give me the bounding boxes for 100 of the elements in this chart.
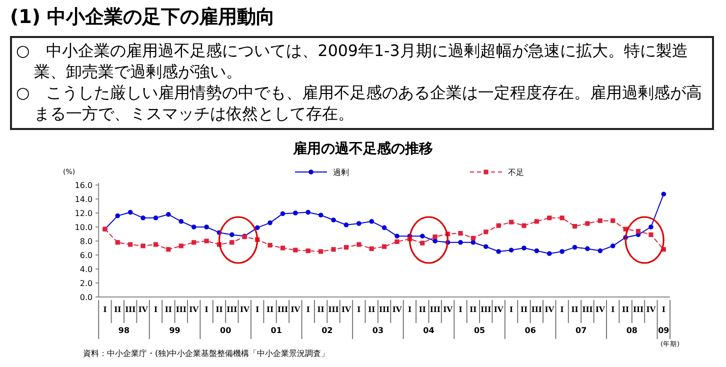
point — [636, 228, 641, 234]
y-tick-label: 14.0 — [74, 195, 93, 204]
point — [547, 216, 552, 220]
point — [661, 192, 666, 196]
point — [153, 242, 158, 247]
point — [648, 224, 654, 230]
point — [382, 244, 387, 249]
point — [178, 244, 184, 248]
y-tick-label: 8.0 — [80, 237, 93, 246]
point — [356, 221, 362, 226]
text: 00 — [220, 326, 232, 335]
y-tick-label: 10.0 — [74, 223, 93, 232]
point — [648, 232, 654, 237]
point — [585, 221, 590, 226]
point — [318, 249, 324, 254]
y-tick-label: 0.0 — [80, 293, 93, 302]
point — [546, 251, 552, 256]
point — [572, 244, 578, 250]
text: ○ こうした厳しい雇用情勢の中でも、雇用不足感のある企業は一定程度存在。雇用過剰感が高まる一方で、ミスマッチは依然として存在。 — [16, 82, 703, 124]
text: 06 — [524, 326, 536, 335]
point — [534, 219, 539, 224]
point — [153, 216, 158, 220]
point — [306, 210, 311, 215]
point — [140, 216, 146, 220]
point — [166, 212, 171, 217]
text: 01 — [270, 326, 282, 335]
point — [534, 248, 540, 254]
text: 09 — [658, 326, 670, 335]
text: 05 — [474, 326, 486, 335]
point — [306, 248, 310, 254]
point — [230, 232, 234, 238]
text: 99 — [169, 326, 181, 335]
point — [483, 244, 488, 249]
chart-title: (1) 中小企業の足下の雇用動向 — [10, 5, 276, 30]
y-tick-label: 12.0 — [74, 209, 93, 218]
point — [470, 236, 476, 240]
point — [191, 224, 196, 230]
point — [128, 210, 133, 215]
point — [420, 240, 425, 246]
y-tick-label: 6.0 — [80, 251, 93, 260]
point — [470, 240, 476, 245]
point — [166, 247, 171, 252]
point — [458, 231, 463, 236]
point — [369, 219, 374, 224]
point — [318, 212, 324, 218]
point — [585, 246, 590, 252]
point — [230, 240, 234, 245]
y-tick-label: 16.0 — [74, 181, 93, 190]
point — [204, 224, 209, 230]
point — [382, 225, 387, 230]
point — [369, 246, 374, 251]
point — [344, 222, 349, 228]
point — [293, 210, 298, 216]
text: 08 — [626, 326, 638, 335]
legend-label: 過剰 — [333, 168, 349, 177]
point — [280, 211, 286, 216]
point — [344, 245, 349, 250]
point — [496, 249, 501, 254]
legend-label: 不足 — [508, 168, 524, 177]
point — [432, 238, 438, 244]
point — [572, 224, 578, 229]
point — [522, 223, 526, 228]
point — [598, 218, 602, 223]
point — [610, 218, 616, 223]
point — [508, 220, 514, 224]
text: 04 — [423, 326, 435, 335]
text: 資料：中小企業庁・(独)中小企業基盤整備機構「中小企業景況調査」 — [83, 349, 330, 358]
text: 07 — [576, 326, 587, 335]
point — [560, 249, 564, 254]
point — [128, 242, 133, 247]
point — [560, 216, 564, 220]
chart-subtitle: 雇用の過不足感の推移 — [292, 140, 433, 157]
point — [178, 219, 184, 224]
point — [268, 242, 272, 248]
point — [432, 234, 438, 240]
point — [598, 248, 603, 254]
y-tick-label: 4.0 — [80, 265, 93, 274]
point — [331, 247, 336, 252]
point — [484, 230, 488, 234]
point — [140, 244, 146, 248]
point — [496, 223, 501, 228]
point — [115, 240, 120, 245]
point — [204, 238, 209, 244]
text: ○ 中小企業の雇用過不足感については、2009年1-3月期に過剰超幅が急速に拡大。特に製造業、卸売業で過剰感が強い。 — [16, 40, 689, 82]
point — [522, 246, 526, 250]
point — [331, 218, 336, 222]
point — [115, 213, 120, 218]
y-tick-label: 2.0 — [80, 279, 93, 288]
point — [254, 225, 260, 230]
point — [508, 248, 514, 252]
text: 98 — [118, 326, 130, 335]
point — [458, 240, 463, 245]
text: 03 — [372, 326, 384, 335]
text: 02 — [322, 326, 333, 335]
point — [394, 239, 400, 244]
point — [356, 242, 362, 247]
point — [280, 246, 286, 250]
point — [268, 220, 272, 226]
point — [610, 244, 616, 248]
point — [293, 248, 298, 252]
